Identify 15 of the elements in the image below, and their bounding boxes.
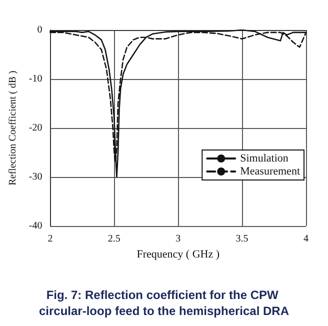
text: Fig. 7: Reflection coefficient for the CPW circular-loop feed to the hemispherical DRA: [38, 288, 290, 318]
legend-label: Simulation: [240, 152, 289, 164]
y-tick-label: -20: [28, 122, 42, 134]
y-tick-label: 0: [37, 24, 42, 36]
x-tick-label: 2: [48, 234, 53, 244]
y-axis-title: Reflection Coefficient ( dB ): [8, 70, 18, 186]
x-axis-title: Frequency ( GHz ): [136, 248, 220, 260]
y-tick-label: -40: [28, 220, 42, 232]
x-tick-label: 3.5: [236, 234, 248, 244]
x-tick-label: 2.5: [108, 234, 120, 244]
y-tick-label: -10: [28, 74, 42, 84]
legend-label: Measurement: [240, 166, 300, 178]
x-tick-label: 4: [304, 234, 308, 244]
x-tick-label: 3: [176, 234, 181, 244]
y-tick-label: -30: [28, 172, 42, 182]
